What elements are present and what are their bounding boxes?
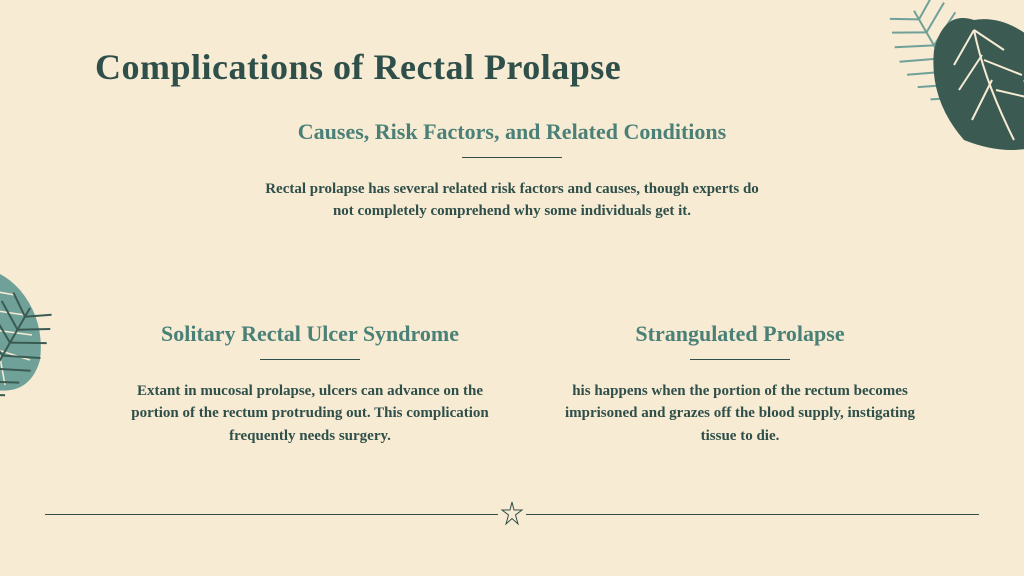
page-title: Complications of Rectal Prolapse xyxy=(95,46,621,88)
leaf-decoration-top-right xyxy=(854,0,1024,180)
divider xyxy=(462,157,562,158)
star-ornament xyxy=(498,500,526,528)
section-body-strangulated: his happens when the portion of the rect… xyxy=(560,380,920,448)
section-strangulated: Strangulated Prolapse his happens when t… xyxy=(560,320,920,447)
section-title-strangulated: Strangulated Prolapse xyxy=(560,320,920,349)
divider xyxy=(260,359,360,360)
section-body-solitary-ulcer: Extant in mucosal prolapse, ulcers can a… xyxy=(130,380,490,448)
divider xyxy=(690,359,790,360)
section-causes: Causes, Risk Factors, and Related Condit… xyxy=(262,118,762,223)
section-solitary-ulcer: Solitary Rectal Ulcer Syndrome Extant in… xyxy=(130,320,490,447)
leaf-decoration-middle-left xyxy=(0,240,120,420)
section-title-solitary-ulcer: Solitary Rectal Ulcer Syndrome xyxy=(130,320,490,349)
section-title-causes: Causes, Risk Factors, and Related Condit… xyxy=(262,118,762,147)
section-body-causes: Rectal prolapse has several related risk… xyxy=(262,178,762,223)
